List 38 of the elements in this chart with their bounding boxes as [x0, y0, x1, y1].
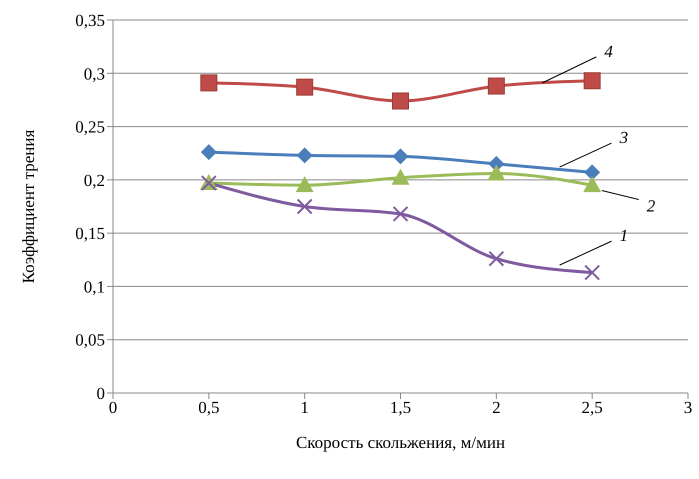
point — [392, 148, 408, 164]
y-axis-title: Коэффициент трения — [19, 130, 38, 284]
point — [392, 206, 408, 222]
x-tick-label: 3 — [684, 398, 692, 418]
y-tick-label: 0,15 — [75, 224, 105, 244]
annotation: 1 — [620, 226, 628, 246]
x-tick-label: 1 — [300, 398, 309, 418]
y-tick-label: 0,3 — [84, 64, 105, 84]
x-axis-title: Скорость скольжения, м/мин — [296, 433, 506, 452]
point — [296, 176, 314, 192]
x-tick-label: 2,5 — [582, 398, 603, 418]
point — [488, 250, 504, 267]
x-tick-label: 0,5 — [198, 398, 220, 418]
point — [487, 164, 506, 180]
point — [296, 78, 314, 96]
y-tick-label: 0,1 — [84, 277, 105, 296]
point — [584, 72, 601, 90]
point — [296, 198, 313, 214]
x-tick-label: 1,5 — [390, 398, 412, 418]
annotation: 2 — [646, 196, 656, 216]
point — [392, 168, 410, 185]
point — [583, 176, 602, 192]
point — [488, 78, 505, 95]
y-tick-label: 0,25 — [75, 118, 105, 137]
x-tick-label: 0 — [108, 398, 118, 418]
annotation: 3 — [618, 128, 628, 148]
annotation: 4 — [604, 42, 614, 61]
y-tick-label: 0,05 — [75, 330, 105, 350]
point — [296, 147, 313, 164]
y-tick-label: 0,2 — [84, 170, 105, 190]
x-tick-label: 2 — [492, 398, 501, 418]
y-tick-label: 0,35 — [75, 11, 105, 30]
point — [200, 144, 217, 160]
y-tick-label: 0 — [96, 384, 105, 404]
point — [584, 264, 600, 281]
point — [584, 164, 600, 180]
point — [392, 92, 409, 110]
point — [200, 74, 218, 92]
